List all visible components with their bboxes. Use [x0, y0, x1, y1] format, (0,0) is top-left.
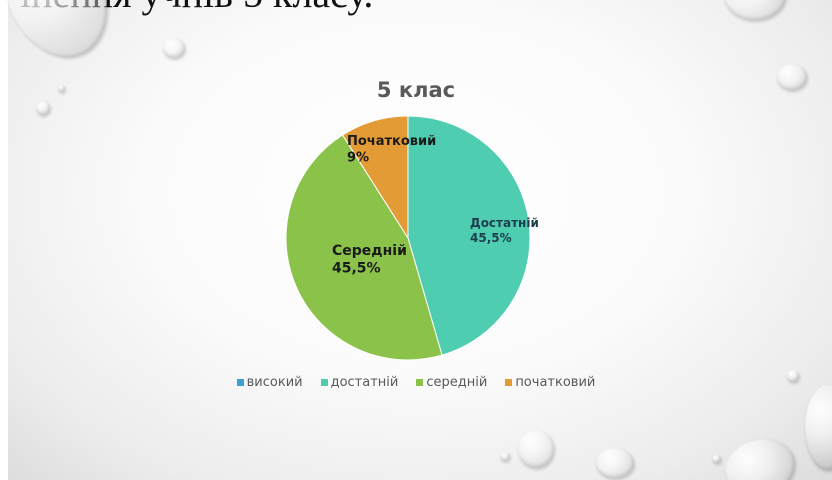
water-drop-decoration: [518, 430, 554, 468]
chart-legend: високий достатній середній початковий: [0, 375, 832, 390]
data-label-середній: Середній 45,5%: [332, 243, 407, 277]
chart-title: 5 клас: [376, 78, 456, 102]
water-drop-decoration: [787, 370, 799, 382]
legend-item-достатній: достатній: [320, 375, 399, 390]
water-drop-decoration: [500, 452, 510, 461]
legend-label: достатній: [330, 375, 399, 390]
water-drop-decoration: [712, 455, 721, 463]
legend-swatch: [505, 379, 513, 386]
legend-swatch: [320, 379, 328, 386]
legend-item-високий: високий: [236, 375, 303, 390]
legend-label: середній: [426, 375, 488, 390]
legend-label: високий: [246, 375, 303, 390]
pie-slice-достатній: [407, 115, 531, 356]
legend-label: початковий: [515, 375, 596, 390]
legend-item-середній: середній: [416, 375, 487, 390]
water-drop-decoration: [724, 0, 786, 20]
legend-item-початковий: початковий: [505, 375, 595, 390]
water-drop-decoration: [777, 64, 807, 90]
data-label-початковий: Початковий 9%: [347, 134, 436, 165]
water-drop-decoration: [36, 101, 50, 115]
water-drop-decoration: [58, 85, 65, 92]
legend-swatch: [416, 379, 424, 386]
water-drop-decoration: [596, 448, 634, 478]
slide-heading: інення учнів 5 класу.: [20, 0, 373, 14]
data-label-достатній: Достатній 45,5%: [470, 216, 539, 245]
pie-slice-початковий: [341, 115, 409, 240]
water-drop-decoration: [163, 38, 185, 58]
pie-slice-середній: [285, 134, 443, 361]
legend-swatch: [236, 379, 244, 386]
slide-left-margin: [0, 0, 8, 480]
